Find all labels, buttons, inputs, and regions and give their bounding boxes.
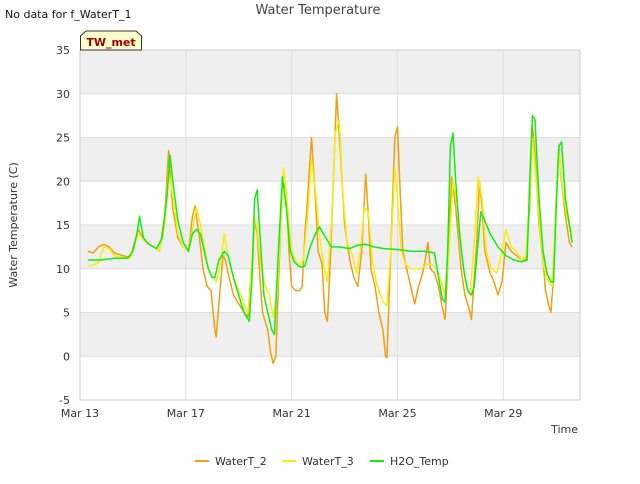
background-band: [80, 50, 580, 94]
x-tick-label: Mar 17: [167, 407, 205, 420]
legend-item-h2o-temp: H2O_Temp: [370, 455, 449, 468]
y-tick-label: -5: [59, 394, 70, 407]
y-tick-label: 5: [63, 307, 70, 320]
station-badge: TW_met: [80, 30, 142, 51]
x-tick-label: Mar 21: [273, 407, 311, 420]
y-tick-label: 25: [56, 132, 70, 145]
x-tick-label: Mar 25: [378, 407, 416, 420]
legend-item-watert-3: WaterT_3: [282, 455, 354, 468]
y-axis-label: Water Temperature (C): [7, 162, 20, 287]
y-tick-label: 35: [56, 44, 70, 57]
y-tick-label: 20: [56, 175, 70, 188]
y-tick-label: 10: [56, 263, 70, 276]
legend: WaterT_2 WaterT_3 H2O_Temp: [195, 455, 449, 468]
background-band: [80, 312, 580, 357]
legend-item-watert-2: WaterT_2: [195, 455, 267, 468]
station-badge-label: TW_met: [86, 36, 135, 49]
no-data-notice: No data for f_WaterT_1: [5, 8, 131, 21]
x-tick-label: Mar 29: [484, 407, 522, 420]
chart-title: Water Temperature: [256, 3, 381, 18]
station-badge-shape: [80, 30, 142, 51]
background-band: [80, 137, 580, 182]
y-axis-ticks: -5 0 5 10 15 20 25 30 35: [56, 44, 70, 407]
plot-area-frame: [79, 49, 581, 401]
legend-label: WaterT_3: [302, 455, 354, 468]
y-tick-label: 30: [56, 88, 70, 101]
y-tick-label: 0: [63, 350, 70, 363]
x-tick-label: Mar 13: [61, 407, 99, 420]
x-axis-label: Time: [550, 423, 578, 436]
x-axis-ticks: Mar 13 Mar 17 Mar 21 Mar 25 Mar 29: [61, 407, 523, 420]
series-line-h2o-temp: [87, 114, 573, 336]
series-lines: [87, 93, 573, 365]
y-tick-label: 15: [56, 219, 70, 232]
legend-label: WaterT_2: [215, 455, 267, 468]
series-line-watert-3: [87, 119, 573, 318]
legend-label: H2O_Temp: [390, 455, 449, 468]
background-bands: [80, 50, 580, 357]
